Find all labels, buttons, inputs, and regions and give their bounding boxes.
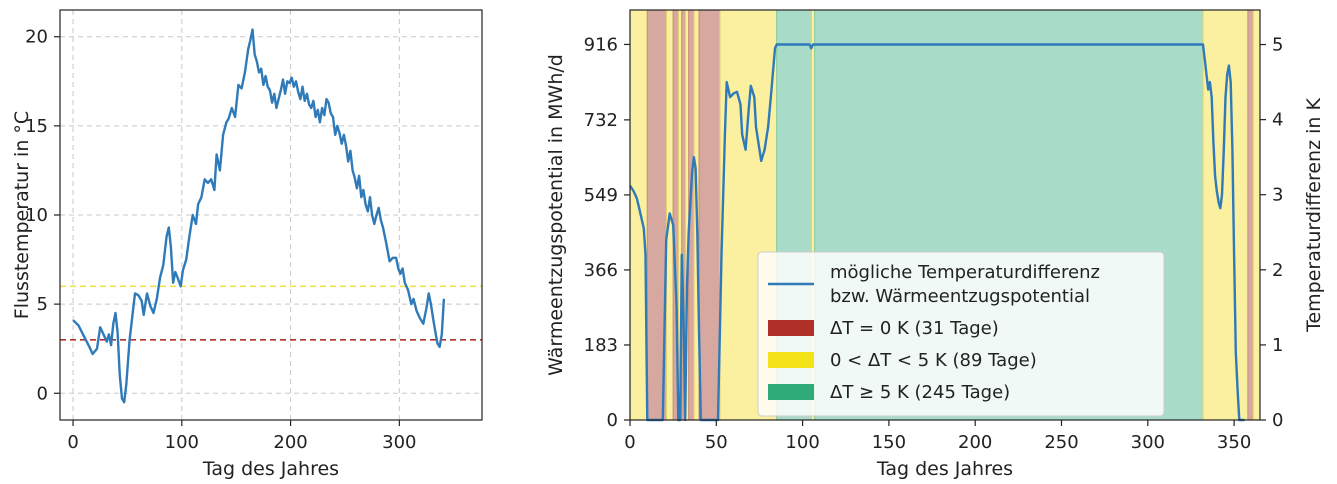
left-x-ticks: 0 100 200 300	[67, 420, 417, 453]
right-x-tick-label-3: 150	[872, 432, 906, 453]
band-yellow-4	[678, 10, 682, 420]
band-red-9	[699, 10, 720, 420]
right-y-tick-label-4: 732	[584, 110, 618, 131]
left-x-tick-label-2: 200	[273, 432, 307, 453]
band-red-15	[1247, 10, 1254, 420]
right-y2-tick-label-1: 1	[1272, 335, 1283, 356]
left-grid	[60, 10, 482, 420]
legend-label-red: ΔT = 0 K (31 Tage)	[830, 318, 999, 339]
left-x-axis-label: Tag des Jahres	[202, 458, 339, 480]
left-y-tick-label-0: 0	[37, 383, 48, 404]
right-x-tick-label-1: 50	[705, 432, 728, 453]
band-red-1	[647, 10, 667, 420]
legend-yellow-swatch	[768, 352, 814, 368]
right-y-tick-label-0: 0	[607, 410, 618, 431]
right-y2-tick-label-2: 2	[1272, 260, 1283, 281]
right-x-ticks: 0 50 100 150 200 250 300 350	[624, 420, 1251, 453]
left-y-tick-label-4: 20	[25, 27, 48, 48]
legend-red-swatch	[768, 320, 814, 336]
legend-label-line-2: bzw. Wärmeentzugspotential	[830, 286, 1090, 307]
left-y-tick-label-3: 15	[25, 116, 48, 137]
right-x-tick-label-5: 250	[1044, 432, 1078, 453]
right-right-y-ticks: 0 1 2 3 4 5	[1260, 35, 1283, 431]
right-left-y-ticks: 0 183 366 549 732 916	[584, 34, 630, 431]
left-x-tick-label-3: 300	[382, 432, 416, 453]
right-y-axis-label: Wärmeentzugspotential in MWh/d	[545, 54, 567, 376]
right-y-tick-label-1: 183	[584, 335, 618, 356]
right-x-tick-label-0: 0	[624, 432, 635, 453]
band-red-5	[681, 10, 686, 420]
right-x-tick-label-2: 100	[785, 432, 819, 453]
legend-green-swatch	[768, 384, 814, 400]
right-x-tick-label-6: 300	[1131, 432, 1165, 453]
left-temperature-line	[72, 28, 446, 404]
right-y2-tick-label-0: 0	[1272, 410, 1283, 431]
right-y-tick-label-3: 549	[584, 185, 618, 206]
legend-label-yellow: 0 < ΔT < 5 K (89 Tage)	[830, 350, 1037, 371]
band-red-7	[688, 10, 694, 420]
right-y2-tick-label-5: 5	[1272, 35, 1283, 56]
legend: mögliche Temperaturdifferenz bzw. Wärmee…	[757, 251, 1165, 417]
right-x-tick-label-7: 350	[1217, 432, 1251, 453]
right-y-tick-label-5: 916	[584, 34, 618, 55]
band-red-3	[673, 10, 679, 420]
legend-box	[757, 251, 1165, 417]
left-y-axis-label: Flusstemperatur in °C	[11, 111, 33, 319]
right-potential-line	[628, 43, 1245, 422]
band-yellow-12	[811, 10, 815, 420]
band-yellow-6	[685, 10, 689, 420]
right-x-tick-label-4: 200	[958, 432, 992, 453]
left-y-tick-label-1: 5	[37, 294, 48, 315]
left-y-ticks: 0 5 10 15 20	[25, 27, 60, 404]
left-y-tick-label-2: 10	[25, 205, 48, 226]
legend-label-green: ΔT ≥ 5 K (245 Tage)	[830, 382, 1010, 403]
right-y2-tick-label-3: 3	[1272, 185, 1283, 206]
left-chart: 0 100 200 300 0 5 10 15 20 Tag des Jahres Fluss…	[11, 9, 483, 480]
right-y2-axis-label: Temperaturdifferenz in K	[1303, 98, 1325, 333]
band-yellow-14	[1203, 10, 1248, 420]
band-yellow-0	[630, 10, 648, 420]
band-yellow-16	[1253, 10, 1260, 420]
legend-label-line-1: mögliche Temperaturdifferenz	[830, 262, 1100, 283]
right-y2-tick-label-4: 4	[1272, 110, 1283, 131]
right-y-tick-label-2: 366	[584, 260, 618, 281]
right-plot-frame	[629, 9, 1261, 421]
left-x-tick-label-0: 0	[67, 432, 78, 453]
left-x-tick-label-1: 100	[165, 432, 199, 453]
right-x-axis-label: Tag des Jahres	[876, 458, 1013, 480]
